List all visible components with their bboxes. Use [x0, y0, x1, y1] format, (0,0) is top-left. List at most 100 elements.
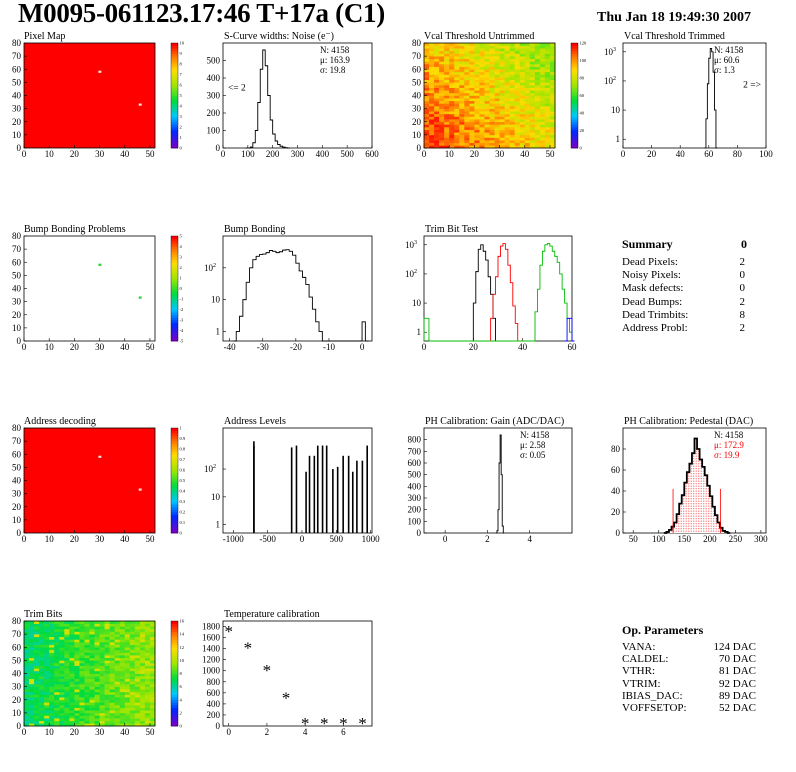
color-bar-label: 0.9: [180, 436, 186, 441]
x-tick-label: 50: [145, 727, 155, 737]
x-tick-label: 6: [341, 727, 346, 737]
color-bar-label: 0.8: [180, 447, 186, 452]
x-tick-label: 30: [95, 534, 105, 544]
x-tick-label: -40: [224, 342, 236, 352]
y-tick-label: 100: [207, 126, 221, 136]
y-tick-label: 60: [412, 64, 422, 74]
y-tick-label: 600: [408, 458, 422, 468]
color-bar-label: 2: [180, 710, 182, 715]
y-tick-label: 20: [12, 310, 22, 320]
series-line: [470, 244, 498, 342]
stats-entry: μ: 172.9: [714, 440, 744, 450]
y-tick-label: 1400: [202, 644, 221, 654]
y-tick-label: 1000: [202, 666, 221, 676]
param-label: VTHR:: [622, 665, 655, 678]
plot-frame: [222, 620, 373, 727]
x-tick-label: 4: [527, 534, 532, 544]
y-tick-label: 60: [12, 257, 22, 267]
plot-frame: [423, 235, 573, 342]
param-label: IBIAS_DAC:: [622, 689, 683, 702]
color-bar-label: 1: [180, 135, 182, 140]
x-tick-label: 40: [120, 534, 130, 544]
color-bar-label: 0: [180, 286, 183, 291]
plot-title: Vcal Threshold Trimmed: [624, 31, 725, 42]
y-tick-label: 70: [12, 629, 22, 639]
color-bar-label: 8: [180, 62, 183, 67]
x-tick-label: -30: [257, 342, 269, 352]
x-tick-label: 30: [95, 149, 105, 159]
y-tick-label: 40: [412, 91, 422, 101]
heatmap-mark: [138, 488, 142, 491]
x-tick-label: 0: [443, 534, 448, 544]
y-tick-label: 800: [207, 677, 221, 687]
x-tick-label: 60: [704, 149, 714, 159]
y-tick-label: 200: [207, 710, 221, 720]
x-tick-label: 30: [495, 149, 505, 159]
y-tick-label: 1: [417, 327, 422, 337]
y-tick-label: 300: [408, 493, 422, 503]
param-value: 52 DAC: [719, 702, 756, 715]
param-row: VANA: 124 DAC: [622, 641, 756, 653]
summary-value: 2: [739, 256, 746, 268]
x-tick-label: 500: [340, 149, 354, 159]
summary-label: Dead Trimbits:: [622, 308, 689, 321]
color-bar-label: 0.1: [180, 520, 186, 525]
heatmap-mark: [98, 455, 102, 458]
data-point: *: [263, 661, 272, 680]
heatmap-mark: [98, 263, 102, 266]
x-tick-label: 50: [145, 342, 155, 352]
param-row: CALDEL: 70 DAC: [622, 653, 756, 665]
x-tick-label: 40: [676, 149, 686, 159]
bump-bonding: Bump Bonding -40 -30 -20 -10 0 1 10 102: [204, 224, 373, 352]
color-bar-label: 10: [180, 658, 185, 663]
y-tick-label: 0: [17, 721, 22, 731]
heatmap-body: [24, 236, 155, 341]
color-bar-label: 0.2: [180, 510, 186, 515]
color-bar-label: 0: [180, 531, 183, 536]
color-bar-label: -5: [180, 339, 184, 344]
summary-row: Dead Bumps: 2: [622, 296, 747, 309]
color-bar-label: 14: [180, 632, 185, 637]
plot-title: Address decoding: [24, 416, 96, 427]
series-line: [495, 434, 505, 534]
param-row: VTRIM: 92 DAC: [622, 678, 756, 690]
timestamp: Thu Jan 18 19:49:30 2007: [597, 10, 752, 25]
x-tick-label: 10: [445, 149, 455, 159]
data-point: *: [358, 714, 367, 733]
color-bar-label: 4: [180, 697, 183, 702]
y-tick-label: 103: [604, 47, 616, 57]
plot-annotation: 2 =>: [743, 80, 761, 90]
y-tick-label: 30: [412, 104, 422, 114]
y-tick-label: 400: [408, 481, 422, 491]
x-tick-label: 100: [241, 149, 255, 159]
y-tick-label: 70: [12, 51, 22, 61]
page-title: M0095-061123.17:46 T+17a (C1): [18, 0, 385, 28]
y-tick-label: 102: [204, 263, 216, 273]
y-tick-label: 50: [12, 270, 22, 280]
series-line: [245, 49, 291, 149]
heatmap-body: [24, 621, 156, 727]
x-tick-label: 30: [95, 342, 105, 352]
x-tick-label: 200: [266, 149, 280, 159]
summary-row: Dead Trimbits: 8: [622, 309, 747, 322]
summary-label: Address Probl:: [622, 322, 688, 335]
color-bar-label: 0.5: [180, 478, 186, 483]
color-bar-label: 4: [180, 104, 183, 109]
y-tick-label: 500: [207, 56, 221, 66]
color-bar-label: 5: [180, 93, 183, 98]
y-tick-label: 0: [17, 336, 22, 346]
x-tick-label: 0: [360, 342, 365, 352]
x-tick-label: 30: [95, 727, 105, 737]
x-tick-label: 10: [45, 149, 55, 159]
stats-entry: N: 4158: [320, 45, 350, 55]
y-tick-label: 10: [211, 492, 221, 502]
plot-title: Pixel Map: [24, 31, 65, 42]
x-tick-label: 0: [422, 342, 427, 352]
x-tick-label: 300: [291, 149, 305, 159]
stats-entry: σ: 19.9: [714, 450, 740, 460]
summary-value: 0: [739, 269, 746, 282]
x-tick-label: 400: [316, 149, 330, 159]
